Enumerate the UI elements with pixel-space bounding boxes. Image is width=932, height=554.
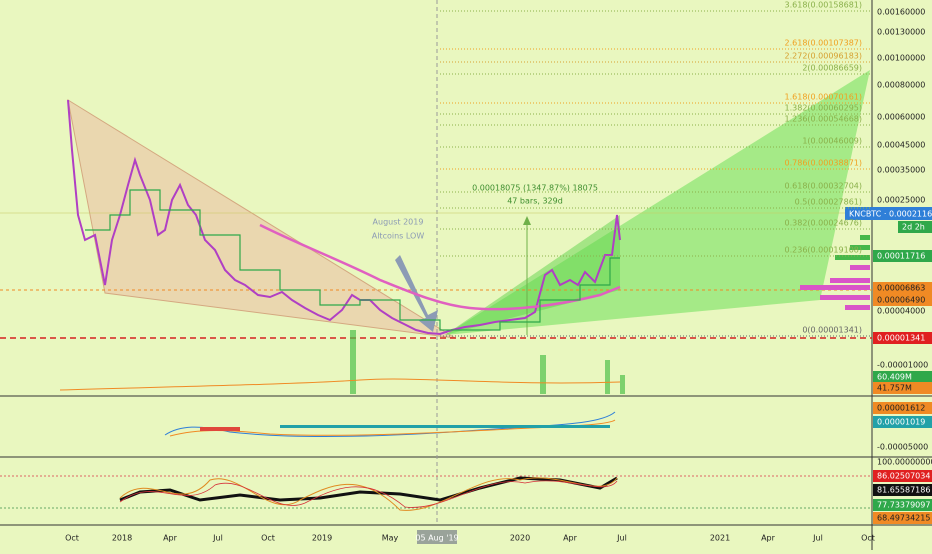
stoch-label: 68.49734215 xyxy=(877,514,930,523)
stoch-label: 100.00000000 xyxy=(877,458,932,467)
price-label-box xyxy=(873,332,932,344)
measure-label: 0.00018075 (1347.87%) 18075 xyxy=(472,184,598,193)
fib-label: 0.5(0.00027861) xyxy=(795,198,862,207)
price-label-box xyxy=(873,250,932,262)
rsi-line xyxy=(119,476,618,502)
fib-label: 0.618(0.00032704) xyxy=(785,182,863,191)
stoch-label: 81.65587186 xyxy=(877,486,930,495)
volume-label: -0.00001000 xyxy=(877,361,928,370)
stoch-label: 86.02507034 xyxy=(877,472,930,481)
price-label: 0.00001341 xyxy=(877,334,925,343)
note: Altcoins LOW xyxy=(372,232,425,241)
stoch-label: 77.73379097 xyxy=(877,501,930,510)
time-tick: 2020 xyxy=(510,534,530,543)
time-tick: Oct xyxy=(861,534,875,543)
time-tick: Apr xyxy=(563,534,578,543)
fib-label: 0.786(0.00038871) xyxy=(785,159,863,168)
price-tick: 0.00160000 xyxy=(877,8,925,17)
price-label: 0.00006863 xyxy=(877,284,925,293)
countdown-box xyxy=(898,221,932,233)
time-tick: 2019 xyxy=(312,534,332,543)
price-tick: 0.00035000 xyxy=(877,166,925,175)
trailing-stop xyxy=(85,189,620,331)
price-tick: 0.00130000 xyxy=(877,28,925,37)
time-tick: Jul xyxy=(616,534,627,543)
fib-label: 0.236(0.00019108) xyxy=(785,246,863,255)
fib-label: 3.618(0.00158681) xyxy=(785,1,863,10)
macd-label-box xyxy=(873,402,932,414)
falling-wedge xyxy=(67,98,456,339)
stoch-label-box xyxy=(873,512,932,524)
fib-label: 2.272(0.00096183) xyxy=(785,52,863,61)
countdown: 2d 2h xyxy=(902,223,925,232)
macd-histogram xyxy=(280,425,610,428)
time-tick: 2021 xyxy=(710,534,730,543)
time-tick: Jul xyxy=(212,534,223,543)
arrow-head xyxy=(523,216,531,225)
stoch-label-box xyxy=(873,484,932,496)
fib-label: 2.618(0.00107387) xyxy=(785,39,863,48)
note: August 2019 xyxy=(373,218,424,227)
stoch-label-box xyxy=(873,499,932,511)
harmonic-leg xyxy=(445,215,620,335)
fib-label: 1.382(0.00060295) xyxy=(785,104,863,113)
fib-label: 0(0.00001341) xyxy=(802,326,862,335)
price-label: 0.00011716 xyxy=(877,252,925,261)
fib-label: 1.618(0.00070161) xyxy=(785,93,863,102)
moving-average xyxy=(259,223,621,311)
price-tick: 0.00025000 xyxy=(877,196,925,205)
price-label-box xyxy=(873,282,932,294)
volume-label: 60.409M xyxy=(877,373,912,382)
macd-label-box xyxy=(873,416,932,428)
fib-label: 0.382(0.00024676) xyxy=(785,219,863,228)
fib-label: 1.236(0.00054668) xyxy=(785,115,863,124)
volume-profile xyxy=(835,235,870,260)
stoch-d xyxy=(119,480,618,508)
time-tick: May xyxy=(382,534,399,543)
price-tick: 0.00080000 xyxy=(877,81,925,90)
fib-label: 2(0.00086659) xyxy=(802,64,862,73)
stoch-label-box xyxy=(873,470,932,482)
price-label-box xyxy=(873,294,932,306)
fib-label: 1(0.00046009) xyxy=(802,137,862,146)
macd-label: -0.00005000 xyxy=(877,443,928,452)
macd-label: 0.00001019 xyxy=(877,418,925,427)
time-tick: Jul xyxy=(812,534,823,543)
macd-label: 0.00001612 xyxy=(877,404,925,413)
volume-label-box xyxy=(873,371,932,383)
macd-histogram xyxy=(200,427,240,431)
time-tick: Oct xyxy=(65,534,79,543)
time-tick: Oct xyxy=(261,534,275,543)
measure-bars: 47 bars, 329d xyxy=(507,197,563,206)
symbol-box xyxy=(845,207,932,220)
volume-ma xyxy=(59,378,621,391)
price-tick: 0.00100000 xyxy=(877,54,925,63)
price-series xyxy=(67,99,621,336)
volume-profile xyxy=(800,265,870,310)
time-tick: Apr xyxy=(163,534,178,543)
price-tick: 0.00004000 xyxy=(877,307,925,316)
price-tick: 0.00060000 xyxy=(877,113,925,122)
stoch-k xyxy=(119,477,618,511)
volume-label: 41.757M xyxy=(877,384,912,393)
price-tick: 0.00045000 xyxy=(877,141,925,150)
volume-label-box xyxy=(873,382,932,394)
symbol-label: KNCBTC · 0.00021163 xyxy=(849,210,932,219)
crosshair-date-box xyxy=(417,530,457,544)
price-label: 0.00006490 xyxy=(877,296,925,305)
time-tick: Apr xyxy=(761,534,776,543)
time-tick: 05 Aug '19 xyxy=(415,534,458,543)
time-tick: 2018 xyxy=(112,534,132,543)
